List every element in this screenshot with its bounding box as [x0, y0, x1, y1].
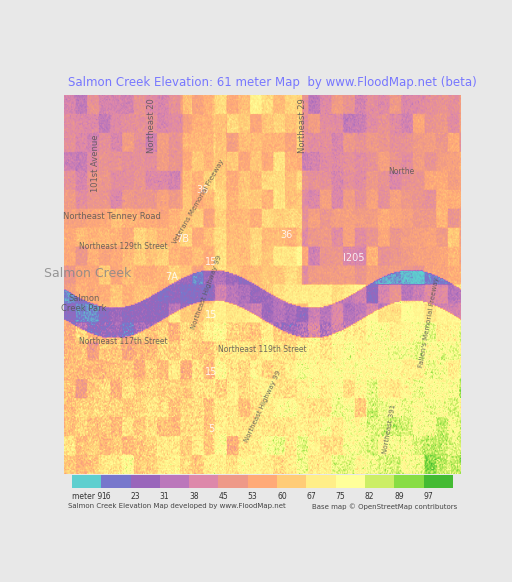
Text: Northeast Tenney Road: Northeast Tenney Road — [62, 212, 161, 221]
FancyBboxPatch shape — [101, 475, 131, 488]
Text: Fallen's Memorial Freeway: Fallen's Memorial Freeway — [418, 277, 440, 368]
Text: Northeast 119th Street: Northeast 119th Street — [218, 345, 307, 354]
FancyBboxPatch shape — [248, 475, 277, 488]
Text: 60: 60 — [277, 492, 287, 501]
FancyBboxPatch shape — [423, 475, 453, 488]
Text: Northeast 117th Street: Northeast 117th Street — [79, 337, 168, 346]
Text: 45: 45 — [219, 492, 228, 501]
Text: meter 9: meter 9 — [72, 492, 102, 501]
Text: 31: 31 — [160, 492, 169, 501]
Text: Northe: Northe — [388, 166, 414, 176]
Text: Salmon Creek: Salmon Creek — [44, 267, 132, 280]
Text: Veterans Memorial Freeway: Veterans Memorial Freeway — [172, 158, 226, 244]
Text: Northeast 20: Northeast 20 — [147, 98, 156, 153]
Text: 15: 15 — [205, 367, 217, 377]
Text: 67: 67 — [306, 492, 316, 501]
FancyBboxPatch shape — [160, 475, 189, 488]
FancyBboxPatch shape — [365, 475, 394, 488]
Text: Salmon Creek Elevation Map developed by www.FloodMap.net: Salmon Creek Elevation Map developed by … — [68, 503, 286, 509]
Text: 53: 53 — [248, 492, 258, 501]
Text: 36: 36 — [280, 230, 292, 240]
Text: I205: I205 — [343, 253, 365, 263]
Text: Salmon Creek Elevation: 61 meter Map  by www.FloodMap.net (beta): Salmon Creek Elevation: 61 meter Map by … — [68, 76, 477, 89]
Text: 15: 15 — [205, 310, 217, 320]
FancyBboxPatch shape — [306, 475, 336, 488]
Text: 16: 16 — [101, 492, 111, 501]
Text: Northeast Highway 99: Northeast Highway 99 — [243, 369, 282, 443]
Text: 97: 97 — [423, 492, 433, 501]
FancyBboxPatch shape — [219, 475, 248, 488]
FancyBboxPatch shape — [189, 475, 219, 488]
Text: Northeast 29: Northeast 29 — [297, 98, 307, 153]
FancyBboxPatch shape — [131, 475, 160, 488]
Text: 89: 89 — [394, 492, 404, 501]
Text: Base map © OpenStreetMap contributors: Base map © OpenStreetMap contributors — [312, 503, 457, 510]
Text: 23: 23 — [131, 492, 140, 501]
FancyBboxPatch shape — [394, 475, 423, 488]
Text: 5: 5 — [208, 424, 214, 434]
Text: Northeast Highway 99: Northeast Highway 99 — [190, 254, 223, 330]
Text: 36: 36 — [197, 185, 209, 195]
Text: Salmon
Creek Park: Salmon Creek Park — [61, 294, 106, 313]
Text: 75: 75 — [336, 492, 346, 501]
Text: 7A: 7A — [165, 272, 178, 282]
FancyBboxPatch shape — [72, 475, 101, 488]
Text: Northeast 391: Northeast 391 — [382, 403, 397, 454]
Text: 15: 15 — [205, 257, 217, 267]
Text: 38: 38 — [189, 492, 199, 501]
Text: 7B: 7B — [177, 234, 189, 244]
FancyBboxPatch shape — [336, 475, 365, 488]
Text: 82: 82 — [365, 492, 374, 501]
FancyBboxPatch shape — [277, 475, 306, 488]
Text: 101st Avenue: 101st Avenue — [91, 134, 100, 192]
Text: Northeast 129th Street: Northeast 129th Street — [79, 242, 168, 251]
